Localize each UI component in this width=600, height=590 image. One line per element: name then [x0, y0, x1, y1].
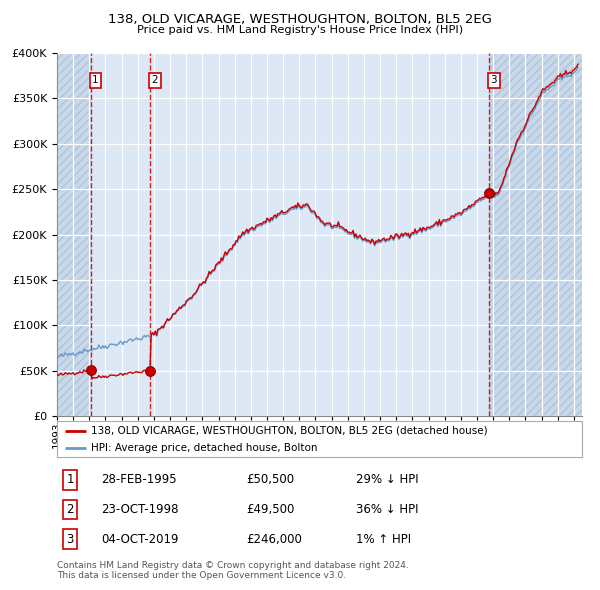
Text: HPI: Average price, detached house, Bolton: HPI: Average price, detached house, Bolt… [91, 443, 317, 453]
Text: 3: 3 [67, 533, 74, 546]
Text: 04-OCT-2019: 04-OCT-2019 [101, 533, 179, 546]
Text: 28-FEB-1995: 28-FEB-1995 [101, 473, 177, 486]
Text: 1: 1 [92, 76, 99, 86]
Text: 138, OLD VICARAGE, WESTHOUGHTON, BOLTON, BL5 2EG (detached house): 138, OLD VICARAGE, WESTHOUGHTON, BOLTON,… [91, 426, 488, 436]
Text: 1: 1 [67, 473, 74, 486]
Text: £246,000: £246,000 [246, 533, 302, 546]
Text: 29% ↓ HPI: 29% ↓ HPI [356, 473, 419, 486]
Text: 3: 3 [491, 76, 497, 86]
Text: 138, OLD VICARAGE, WESTHOUGHTON, BOLTON, BL5 2EG: 138, OLD VICARAGE, WESTHOUGHTON, BOLTON,… [108, 13, 492, 26]
Bar [57, 53, 91, 416]
Text: 36% ↓ HPI: 36% ↓ HPI [356, 503, 419, 516]
Bar [489, 53, 582, 416]
Text: £49,500: £49,500 [246, 503, 295, 516]
Text: 23-OCT-1998: 23-OCT-1998 [101, 503, 179, 516]
Text: 2: 2 [67, 503, 74, 516]
Text: 2: 2 [151, 76, 158, 86]
Text: This data is licensed under the Open Government Licence v3.0.: This data is licensed under the Open Gov… [57, 571, 346, 579]
Text: £50,500: £50,500 [246, 473, 294, 486]
Text: Contains HM Land Registry data © Crown copyright and database right 2024.: Contains HM Land Registry data © Crown c… [57, 560, 409, 569]
Text: 1% ↑ HPI: 1% ↑ HPI [356, 533, 412, 546]
Text: Price paid vs. HM Land Registry's House Price Index (HPI): Price paid vs. HM Land Registry's House … [137, 25, 463, 35]
